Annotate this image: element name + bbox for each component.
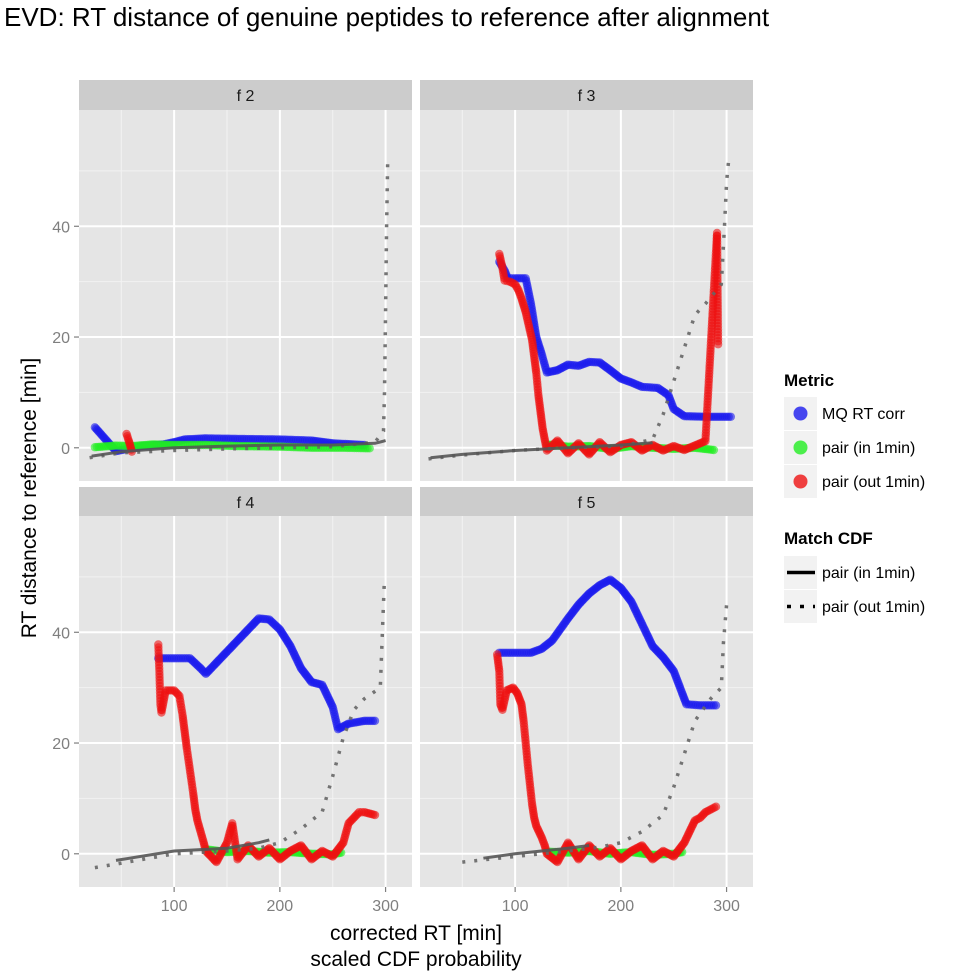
data-point — [711, 802, 721, 811]
y-tick-label: 20 — [52, 330, 70, 347]
legend-cdf-title: Match CDF — [784, 529, 873, 548]
data-point — [711, 701, 721, 710]
x-tick-label: 300 — [372, 898, 399, 915]
facet-strip-label: f 4 — [237, 495, 255, 512]
series-mq-rt-corr — [495, 257, 735, 421]
panel-background — [79, 110, 412, 481]
series-pair-out-1min- — [492, 650, 721, 867]
data-point — [709, 445, 719, 455]
data-point — [370, 810, 380, 820]
facet-strip-label: f 5 — [578, 495, 596, 512]
cdf-line-in-1min — [91, 439, 386, 458]
legend-metric-items: MQ RT corr pair (in 1min) pair (out 1min) — [784, 397, 925, 498]
x-axis-title: corrected RT [min] — [330, 922, 502, 945]
legend-cdf-items: pair (in 1min) pair (out 1min) — [784, 556, 925, 623]
cdf-line-out-1min — [428, 159, 731, 461]
y-axis-title: RT distance to reference [min] — [18, 358, 41, 639]
legend-label: pair (out 1min) — [822, 474, 925, 491]
data-point — [365, 444, 374, 453]
facet-strip-label: f 2 — [237, 88, 255, 105]
facet-strip — [420, 487, 753, 516]
facet-panel-3: f 4 — [79, 487, 412, 887]
legend-metric-title: Metric — [784, 371, 834, 390]
legend-key-dot — [793, 474, 808, 489]
y-tick-label: 40 — [52, 625, 70, 642]
legend-key-dot — [793, 440, 808, 455]
facet-panel-2: f 3 — [420, 80, 753, 481]
legend-label: pair (in 1min) — [822, 440, 915, 457]
x-tick-label: 100 — [502, 898, 529, 915]
axes-layer: 0 20 40 0 20 40 100 200 300 100 200 300 — [52, 219, 740, 915]
chart-title: EVD: RT distance of genuine peptides to … — [4, 2, 770, 32]
cdf-line-out-1min — [462, 604, 729, 864]
legend-item-cdf: pair (out 1min) — [784, 590, 925, 623]
legend-key-dot — [793, 406, 808, 421]
facet-panel-4: f 5 — [420, 487, 753, 887]
facet-panel-1: f 2 — [79, 80, 412, 481]
x-tick-label: 200 — [608, 898, 635, 915]
y-tick-label: 40 — [52, 219, 70, 236]
x-tick-label: 200 — [267, 898, 294, 915]
facet-strip — [79, 80, 412, 110]
legend-label: MQ RT corr — [822, 406, 906, 423]
cdf-line-in-1min — [483, 844, 590, 860]
data-point — [370, 716, 380, 726]
series-mq-rt-corr — [495, 575, 721, 710]
facet-strip — [79, 487, 412, 516]
y-tick-label: 0 — [61, 847, 70, 864]
cdf-line-in-1min — [430, 441, 653, 460]
data-point — [713, 340, 723, 349]
legend-item-metric: pair (out 1min) — [784, 465, 925, 498]
legend-item-cdf: pair (in 1min) — [784, 556, 915, 589]
x-tick-label: 300 — [713, 898, 740, 915]
panels-layer: f 2 f 3 f 4 f 5 — [79, 80, 753, 887]
legend-label: pair (out 1min) — [822, 599, 925, 616]
panel-background — [79, 516, 412, 887]
facet-strip — [420, 80, 753, 110]
cdf-line-in-1min — [115, 838, 270, 862]
legend-label: pair (in 1min) — [822, 565, 915, 582]
legend-item-metric: MQ RT corr — [784, 397, 906, 430]
cdf-line-out-1min — [94, 576, 387, 870]
x-tick-label: 100 — [161, 898, 188, 915]
data-point — [726, 412, 735, 421]
x-axis-subtitle: scaled CDF probability — [310, 948, 522, 971]
facet-strip-label: f 3 — [578, 88, 596, 105]
legend: Metric MQ RT corr pair (in 1min) pair (out… — [784, 371, 925, 623]
y-tick-label: 0 — [61, 441, 70, 458]
y-tick-label: 20 — [52, 736, 70, 753]
legend-item-metric: pair (in 1min) — [784, 431, 915, 464]
series-pair-out-1min- — [495, 228, 723, 459]
